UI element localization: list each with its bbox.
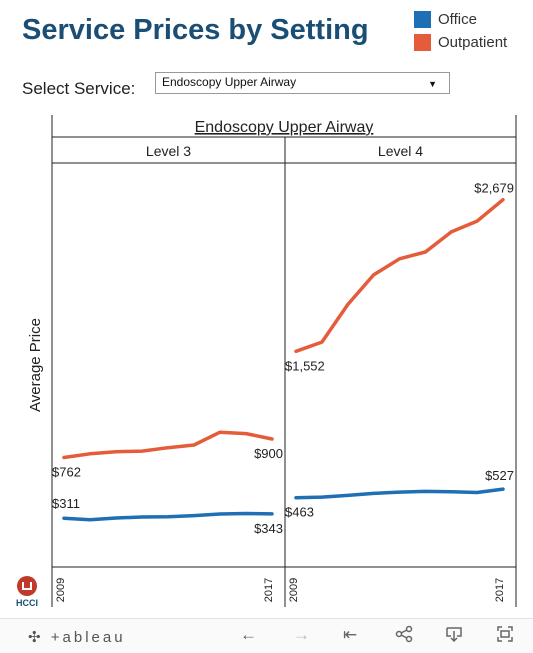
x-tick-label-level-3-start: 2009 xyxy=(55,578,67,602)
share-icon xyxy=(395,625,413,643)
x-tick-label-level-4-end: 2017 xyxy=(494,578,506,602)
data-label-level-3-outpatient-end: $900 xyxy=(254,446,283,461)
download-button[interactable] xyxy=(445,625,463,648)
x-tick-label-level-3-end: 2017 xyxy=(263,578,275,602)
hcci-logo: HCCI xyxy=(14,576,40,608)
data-label-level-3-office-start: $311 xyxy=(52,496,80,511)
hcci-logo-icon xyxy=(17,576,37,596)
y-axis-label: Average Price xyxy=(27,318,44,412)
series-line-level-4-office xyxy=(294,487,505,500)
select-service-dropdown[interactable]: Endoscopy Upper Airway ▼ xyxy=(155,72,450,94)
legend-label-office: Office xyxy=(438,11,477,28)
chart-title: Endoscopy Upper Airway xyxy=(195,119,374,136)
tableau-wordmark: +ableau xyxy=(50,629,126,646)
series-line-level-3-office xyxy=(62,511,274,522)
page-title: Service Prices by Setting xyxy=(22,14,369,46)
legend-swatch-outpatient xyxy=(414,34,431,51)
data-label-level-4-office-start: $463 xyxy=(285,505,314,520)
x-tick-label-level-4-start: 2009 xyxy=(288,578,300,602)
data-label-level-4-outpatient-end: $2,679 xyxy=(474,181,514,196)
data-label-level-4-office-end: $527 xyxy=(485,468,514,483)
panel-header-level-3: Level 3 xyxy=(146,143,191,159)
legend-label-outpatient: Outpatient xyxy=(438,34,508,51)
revert-button[interactable]: ⇤ xyxy=(343,625,357,645)
tableau-cross-icon: ✣ xyxy=(28,629,44,646)
series-line-level-4-outpatient xyxy=(294,197,505,354)
chart-area: Endoscopy Upper Airway Average Price Level… xyxy=(27,115,517,607)
download-icon xyxy=(446,627,462,643)
revert-icon: ⇤ xyxy=(343,625,358,644)
panel-header-level-4: Level 4 xyxy=(378,143,423,159)
tableau-toolbar: ✣ +ableau ← → ⇤ xyxy=(0,618,533,653)
fullscreen-icon xyxy=(497,626,513,642)
data-label-level-3-outpatient-start: $762 xyxy=(52,465,81,480)
data-label-level-3-office-end: $343 xyxy=(254,521,283,536)
data-label-level-4-outpatient-start: $1,552 xyxy=(285,358,325,373)
tableau-logo[interactable]: ✣ +ableau xyxy=(28,628,126,646)
chevron-down-icon: ▼ xyxy=(428,79,437,89)
legend-swatch-office xyxy=(414,11,431,28)
undo-button[interactable]: ← xyxy=(240,625,257,645)
select-service-label: Select Service: xyxy=(22,79,136,98)
legend-item-office[interactable]: Office xyxy=(414,8,507,31)
fullscreen-button[interactable] xyxy=(496,625,514,648)
redo-button[interactable]: → xyxy=(293,625,310,645)
select-service-value: Endoscopy Upper Airway xyxy=(162,75,297,89)
series-line-level-3-outpatient xyxy=(62,430,274,460)
redo-icon: → xyxy=(293,625,310,644)
share-button[interactable] xyxy=(395,625,413,648)
legend-item-outpatient[interactable]: Outpatient xyxy=(414,31,507,54)
legend: Office Outpatient xyxy=(414,8,507,54)
hcci-logo-text: HCCI xyxy=(16,598,38,608)
undo-icon: ← xyxy=(240,625,257,644)
